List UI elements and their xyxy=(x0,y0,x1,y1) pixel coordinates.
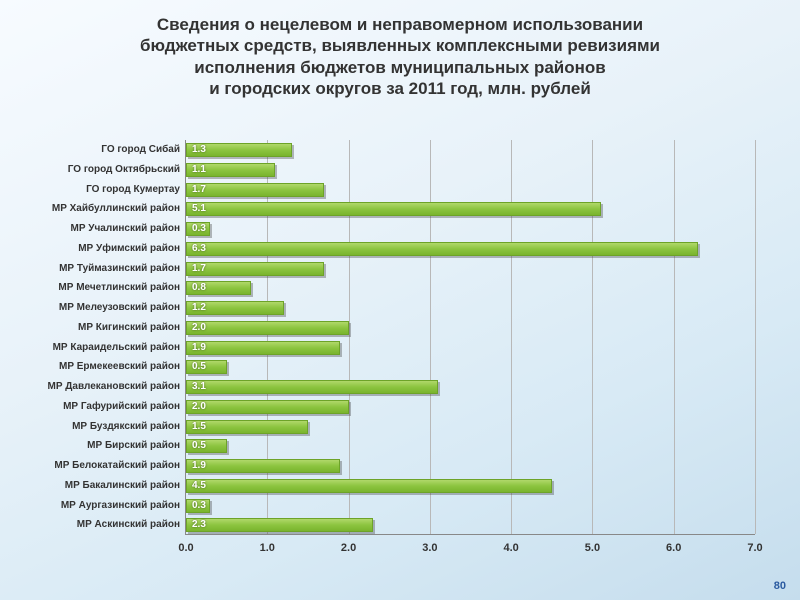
value-label: 3.1 xyxy=(192,380,206,394)
value-label: 1.7 xyxy=(192,183,206,197)
category-label: ГО город Кумертау xyxy=(86,180,180,200)
chart-row: МР Ермекеевский район0.5 xyxy=(186,357,755,377)
chart-row: МР Уфимский район6.3 xyxy=(186,239,755,259)
category-label: МР Бакалинский район xyxy=(65,476,180,496)
value-label: 0.3 xyxy=(192,499,206,513)
bar xyxy=(186,321,349,335)
x-tick-label: 1.0 xyxy=(260,542,275,554)
chart-row: МР Мелеузовский район1.2 xyxy=(186,298,755,318)
value-label: 0.8 xyxy=(192,281,206,295)
value-label: 1.9 xyxy=(192,341,206,355)
title-line: и городских округов за 2011 год, млн. ру… xyxy=(209,79,591,98)
bar xyxy=(186,183,324,197)
value-label: 1.1 xyxy=(192,163,206,177)
value-label: 1.9 xyxy=(192,459,206,473)
category-label: ГО город Октябрьский xyxy=(68,160,180,180)
category-label: МР Мечетлинский район xyxy=(58,278,180,298)
chart-row: МР Буздякский район1.5 xyxy=(186,417,755,437)
bar xyxy=(186,400,349,414)
chart-row: МР Караидельский район1.9 xyxy=(186,338,755,358)
chart-title: Сведения о нецелевом и неправомерном исп… xyxy=(0,0,800,107)
value-label: 1.5 xyxy=(192,420,206,434)
x-tick-label: 6.0 xyxy=(666,542,681,554)
chart-row: МР Белокатайский район1.9 xyxy=(186,456,755,476)
page-number: 80 xyxy=(774,580,786,592)
slide: Сведения о нецелевом и неправомерном исп… xyxy=(0,0,800,600)
category-label: МР Аскинский район xyxy=(77,515,180,535)
value-label: 0.5 xyxy=(192,439,206,453)
category-label: МР Учалинский район xyxy=(70,219,180,239)
chart-row: МР Давлекановский район3.1 xyxy=(186,377,755,397)
bar xyxy=(186,341,340,355)
category-label: МР Уфимский район xyxy=(78,239,180,259)
value-label: 1.2 xyxy=(192,301,206,315)
chart-row: ГО город Сибай1.3 xyxy=(186,140,755,160)
category-label: МР Давлекановский район xyxy=(48,377,180,397)
category-label: МР Белокатайский район xyxy=(54,456,180,476)
gridline xyxy=(755,140,756,534)
bar xyxy=(186,380,438,394)
x-tick-label: 7.0 xyxy=(747,542,762,554)
value-label: 1.3 xyxy=(192,143,206,157)
chart-row: МР Аскинский район2.3 xyxy=(186,515,755,535)
category-label: МР Хайбуллинский район xyxy=(52,199,180,219)
bar xyxy=(186,518,373,532)
category-label: МР Караидельский район xyxy=(53,338,180,358)
chart-row: МР Бирский район0.5 xyxy=(186,436,755,456)
bar xyxy=(186,242,698,256)
bar xyxy=(186,479,552,493)
x-tick-label: 0.0 xyxy=(178,542,193,554)
bar xyxy=(186,459,340,473)
title-line: Сведения о нецелевом и неправомерном исп… xyxy=(157,15,643,34)
chart-row: ГО город Кумертау1.7 xyxy=(186,180,755,200)
category-label: МР Ермекеевский район xyxy=(59,357,180,377)
x-tick-label: 5.0 xyxy=(585,542,600,554)
chart-row: МР Учалинский район0.3 xyxy=(186,219,755,239)
value-label: 0.3 xyxy=(192,222,206,236)
value-label: 5.1 xyxy=(192,202,206,216)
chart-row: МР Туймазинский район1.7 xyxy=(186,259,755,279)
category-label: МР Бирский район xyxy=(87,436,180,456)
bar xyxy=(186,262,324,276)
value-label: 2.0 xyxy=(192,321,206,335)
chart-row: МР Мечетлинский район0.8 xyxy=(186,278,755,298)
title-line: исполнения бюджетов муниципальных районо… xyxy=(194,58,605,77)
chart-row: МР Аургазинский район0.3 xyxy=(186,496,755,516)
plot-area: 0.01.02.03.04.05.06.07.0ГО город Сибай1.… xyxy=(185,140,755,535)
title-line: бюджетных средств, выявленных комплексны… xyxy=(140,36,660,55)
x-tick-label: 2.0 xyxy=(341,542,356,554)
category-label: МР Мелеузовский район xyxy=(59,298,180,318)
category-label: МР Туймазинский район xyxy=(59,259,180,279)
category-label: ГО город Сибай xyxy=(101,140,180,160)
value-label: 0.5 xyxy=(192,360,206,374)
value-label: 2.3 xyxy=(192,518,206,532)
chart-row: МР Бакалинский район4.5 xyxy=(186,476,755,496)
category-label: МР Кигинский район xyxy=(78,318,180,338)
value-label: 4.5 xyxy=(192,479,206,493)
category-label: МР Аургазинский район xyxy=(61,496,180,516)
category-label: МР Буздякский район xyxy=(72,417,180,437)
x-tick-label: 3.0 xyxy=(422,542,437,554)
value-label: 6.3 xyxy=(192,242,206,256)
value-label: 1.7 xyxy=(192,262,206,276)
bar xyxy=(186,202,601,216)
value-label: 2.0 xyxy=(192,400,206,414)
chart-row: ГО город Октябрьский1.1 xyxy=(186,160,755,180)
chart-row: МР Кигинский район2.0 xyxy=(186,318,755,338)
category-label: МР Гафурийский район xyxy=(63,397,180,417)
x-tick-label: 4.0 xyxy=(503,542,518,554)
chart-area: 0.01.02.03.04.05.06.07.0ГО город Сибай1.… xyxy=(30,140,760,560)
chart-row: МР Гафурийский район2.0 xyxy=(186,397,755,417)
chart-row: МР Хайбуллинский район5.1 xyxy=(186,199,755,219)
